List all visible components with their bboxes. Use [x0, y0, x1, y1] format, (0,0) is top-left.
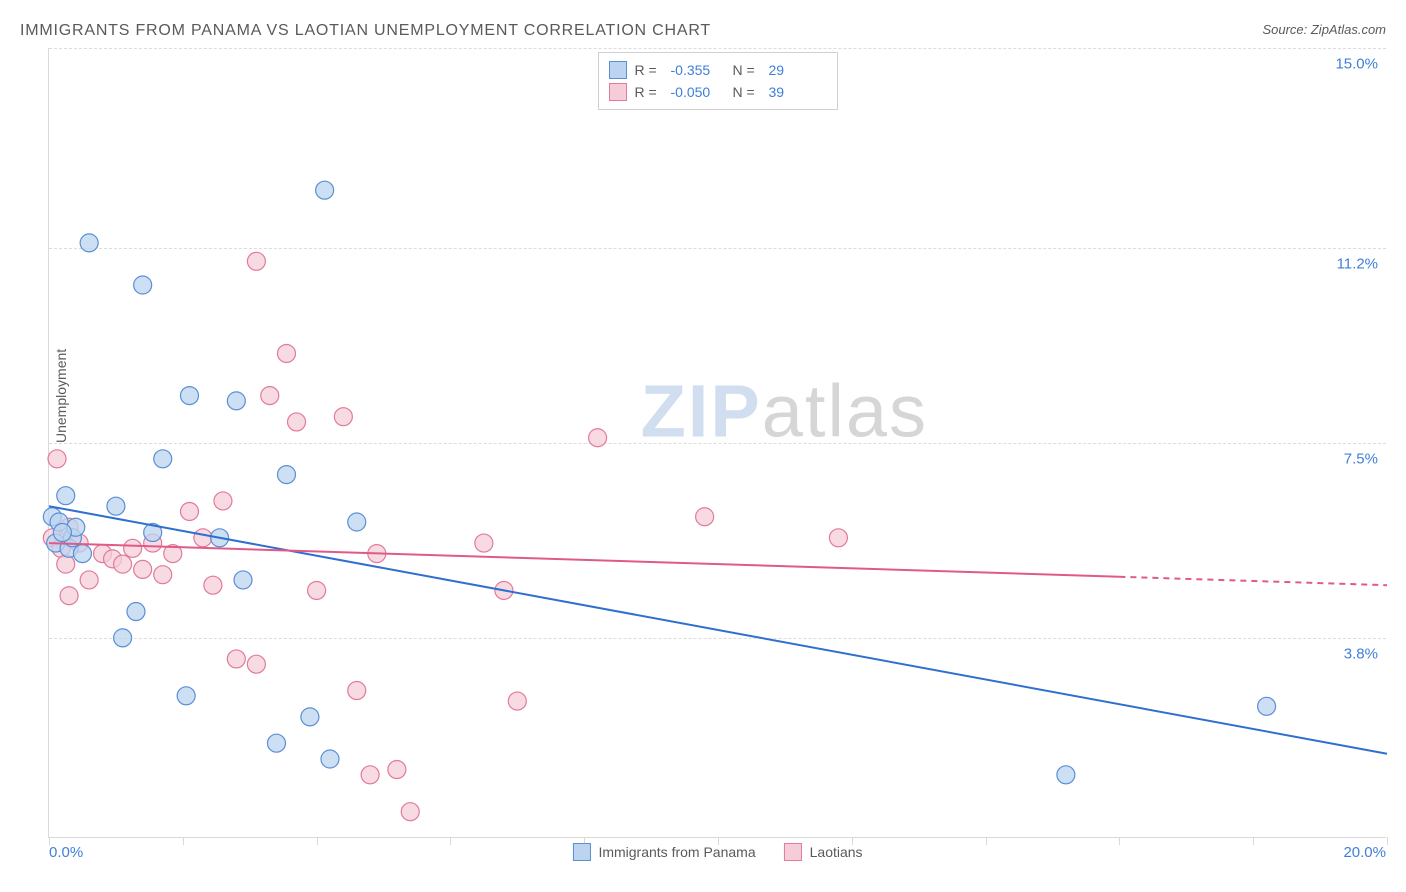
data-point [401, 803, 419, 821]
data-point [247, 252, 265, 270]
data-point [80, 234, 98, 252]
n-label: N = [733, 84, 761, 100]
data-point [48, 450, 66, 468]
data-point [204, 576, 222, 594]
data-point [114, 555, 132, 573]
data-point [194, 529, 212, 547]
data-point [114, 629, 132, 647]
data-point [277, 344, 295, 362]
data-point [288, 413, 306, 431]
legend-label-panama: Immigrants from Panama [598, 844, 755, 860]
data-point [127, 603, 145, 621]
x-max-label: 20.0% [1343, 844, 1386, 861]
legend-item-laotians: Laotians [784, 843, 863, 861]
data-point [348, 513, 366, 531]
y-tick-label: 7.5% [1344, 451, 1378, 468]
data-point [134, 276, 152, 294]
data-point [696, 508, 714, 526]
data-point [589, 429, 607, 447]
plot-area: Unemployment ZIPatlas R = -0.355 N = 29 … [48, 48, 1386, 838]
trend-line [49, 506, 1387, 754]
legend-stats: R = -0.355 N = 29 R = -0.050 N = 39 [598, 52, 838, 110]
chart-title: IMMIGRANTS FROM PANAMA VS LAOTIAN UNEMPL… [20, 22, 711, 40]
legend-row-panama: R = -0.355 N = 29 [609, 59, 823, 81]
source-credit: Source: ZipAtlas.com [1262, 22, 1386, 37]
n-label: N = [733, 62, 761, 78]
data-point [154, 566, 172, 584]
data-point [53, 524, 71, 542]
data-point [57, 555, 75, 573]
data-point [80, 571, 98, 589]
data-point [177, 687, 195, 705]
data-point [308, 581, 326, 599]
data-point [334, 408, 352, 426]
data-point [227, 392, 245, 410]
data-point [508, 692, 526, 710]
data-point [321, 750, 339, 768]
y-tick-label: 3.8% [1344, 645, 1378, 662]
data-point [301, 708, 319, 726]
data-point [829, 529, 847, 547]
swatch-laotians-icon [784, 843, 802, 861]
n-value-panama: 29 [769, 62, 823, 78]
legend-item-panama: Immigrants from Panama [572, 843, 755, 861]
data-point [277, 466, 295, 484]
data-point [388, 761, 406, 779]
data-point [316, 181, 334, 199]
x-tick [450, 837, 451, 845]
r-label: R = [635, 62, 663, 78]
data-point [73, 545, 91, 563]
data-point [154, 450, 172, 468]
data-point [60, 587, 78, 605]
data-point [180, 387, 198, 405]
data-point [361, 766, 379, 784]
n-value-laotians: 39 [769, 84, 823, 100]
x-tick [986, 837, 987, 845]
r-label: R = [635, 84, 663, 100]
data-point [348, 682, 366, 700]
data-point [234, 571, 252, 589]
x-tick [183, 837, 184, 845]
trend-line-dashed [1119, 577, 1387, 585]
swatch-laotians [609, 83, 627, 101]
x-tick [1253, 837, 1254, 845]
x-tick [1119, 837, 1120, 845]
data-point [180, 502, 198, 520]
data-point [227, 650, 245, 668]
data-point [267, 734, 285, 752]
r-value-panama: -0.355 [671, 62, 725, 78]
r-value-laotians: -0.050 [671, 84, 725, 100]
data-point [107, 497, 125, 515]
data-point [1258, 697, 1276, 715]
data-point [134, 560, 152, 578]
swatch-panama-icon [572, 843, 590, 861]
x-tick [317, 837, 318, 845]
x-tick [1387, 837, 1388, 845]
data-point [475, 534, 493, 552]
legend-label-laotians: Laotians [810, 844, 863, 860]
legend-series: Immigrants from Panama Laotians [572, 843, 862, 861]
data-point [247, 655, 265, 673]
x-min-label: 0.0% [49, 844, 83, 861]
scatter-svg [49, 48, 1386, 837]
y-tick-label: 15.0% [1335, 56, 1378, 73]
data-point [124, 539, 142, 557]
data-point [261, 387, 279, 405]
legend-row-laotians: R = -0.050 N = 39 [609, 81, 823, 103]
trend-line [49, 543, 1119, 577]
data-point [57, 487, 75, 505]
data-point [1057, 766, 1075, 784]
y-tick-label: 11.2% [1337, 256, 1378, 273]
swatch-panama [609, 61, 627, 79]
data-point [214, 492, 232, 510]
